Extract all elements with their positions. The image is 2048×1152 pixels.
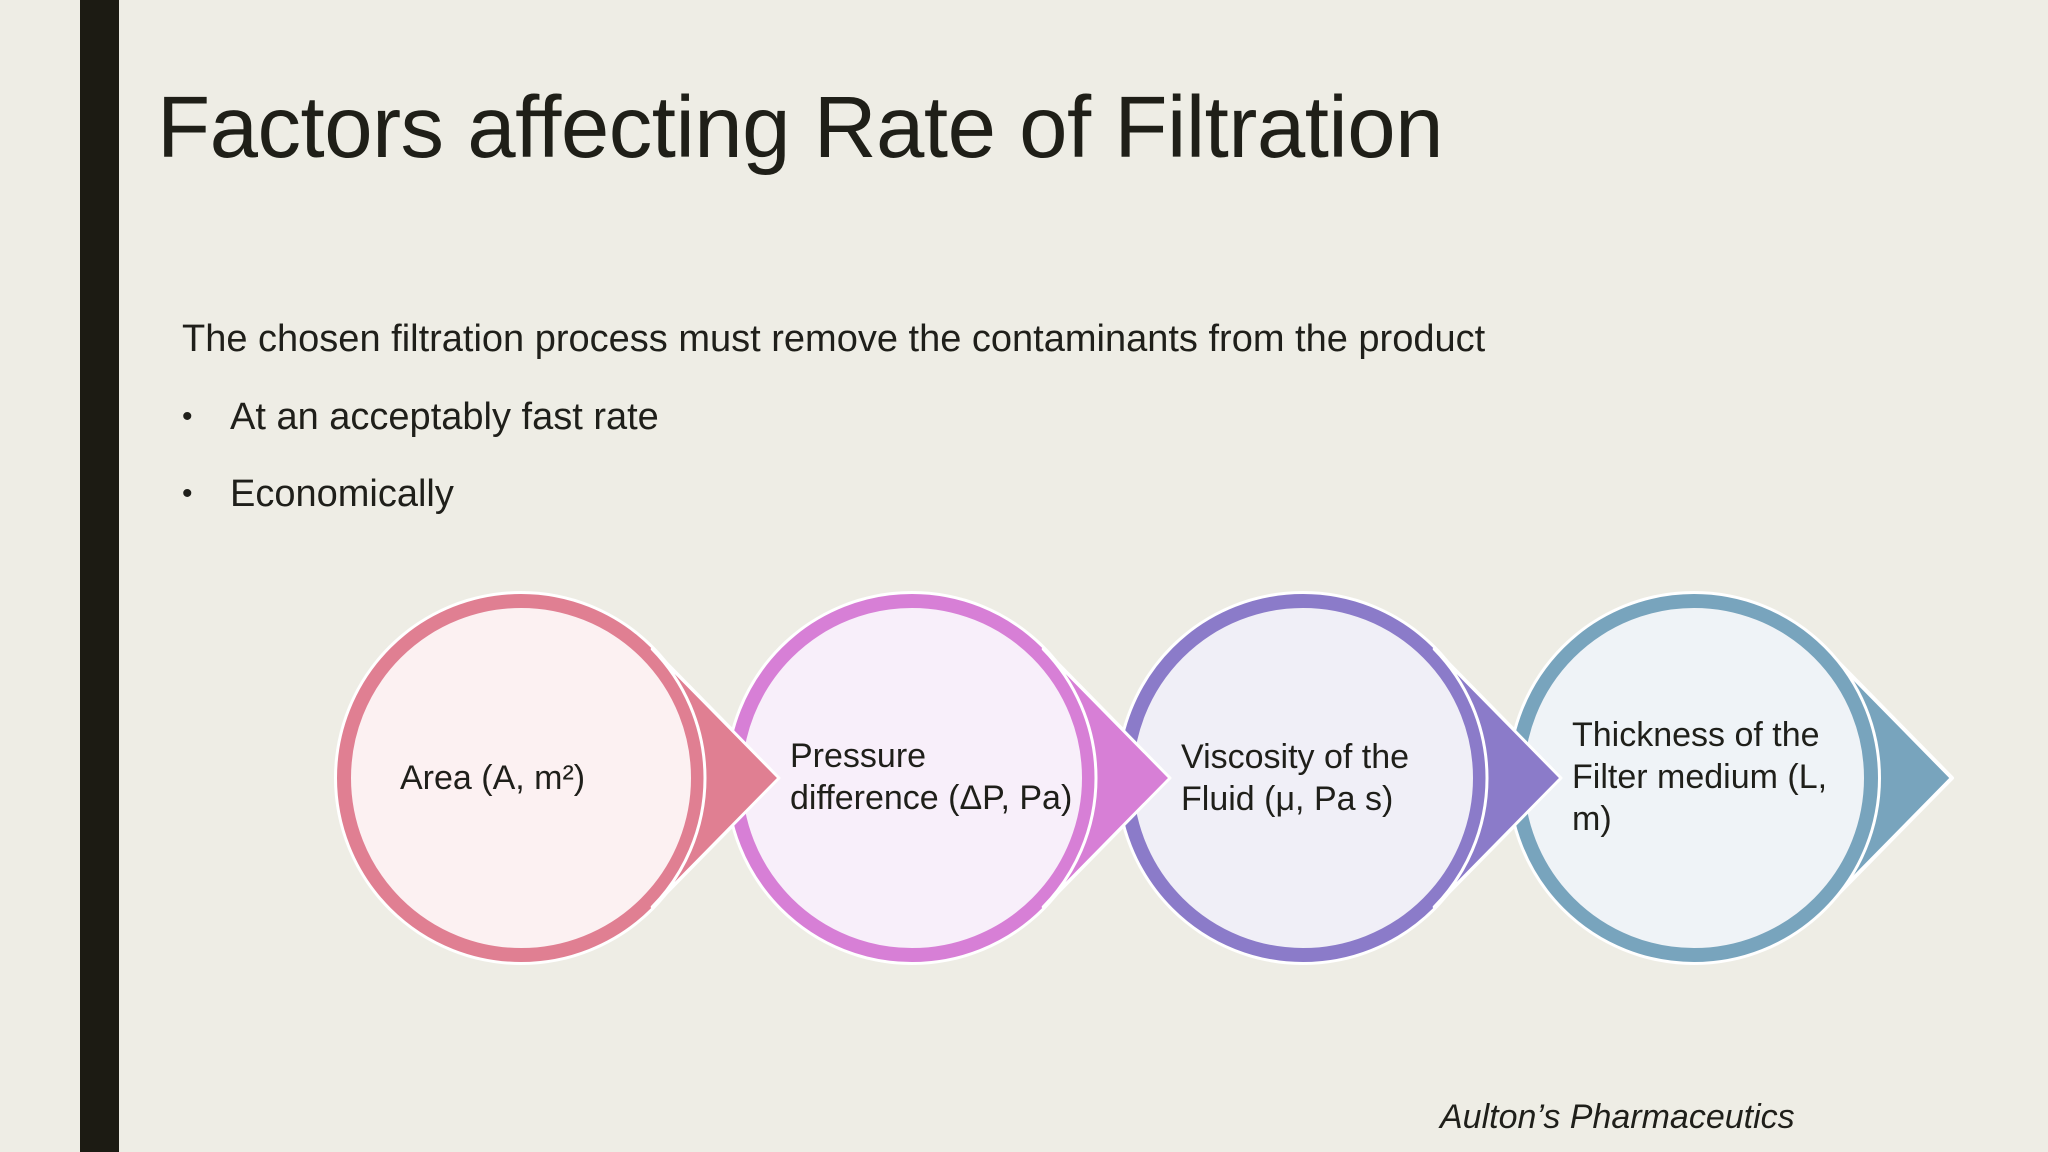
citation: Aulton’s Pharmaceutics [1440,1098,1795,1136]
step-label-pressure: Pressure difference (ΔP, Pa) [790,737,1073,817]
arrow-tip-area [650,647,781,909]
bullet-dot-icon: • [182,477,193,510]
step-circle-area [334,591,708,965]
bullet-item: • Economically [182,467,659,544]
arrow-tip-viscosity [1432,647,1563,909]
bullet-text: Economically [230,473,454,515]
intro-text: The chosen filtration process must remov… [182,318,1486,360]
slide-title: Factors affecting Rate of Filtration [157,79,1443,176]
step-circle-pressure [725,591,1099,965]
circle-ring [337,594,705,962]
step-label-thickness: Thickness of the Filter medium (L, m) [1572,716,1828,838]
left-accent-bar [80,0,119,1152]
arrow-tip-pressure [1041,647,1172,909]
step-label-viscosity: Viscosity of the Fluid (μ, Pa s) [1181,738,1410,818]
step-circle-thickness [1507,591,1881,965]
step-label-area: Area (A, m²) [400,759,586,797]
bullet-dot-icon: • [182,400,193,433]
diagram-circles [334,591,1881,965]
bullet-list: • At an acceptably fast rate • Economicall… [182,390,659,544]
bullet-item: • At an acceptably fast rate [182,390,659,467]
bullet-text: At an acceptably fast rate [230,396,659,438]
